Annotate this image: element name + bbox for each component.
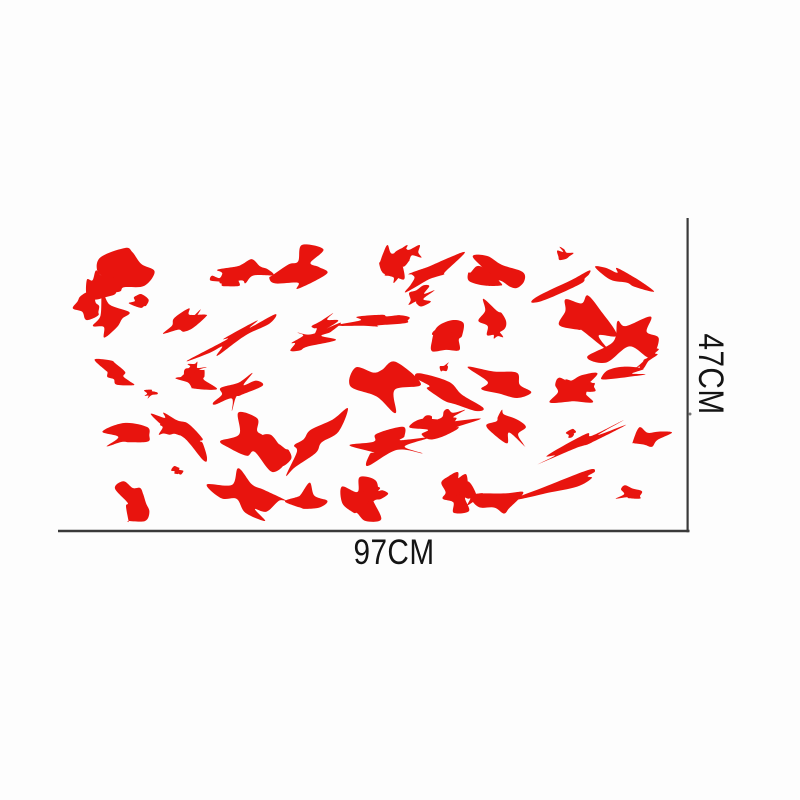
camo-blob <box>158 419 184 436</box>
camo-blob <box>334 314 410 327</box>
camo-blob <box>431 329 454 346</box>
camo-blob <box>556 246 574 261</box>
camo-blob <box>102 422 150 447</box>
camo-blob <box>471 491 524 514</box>
camo-blob <box>206 468 288 522</box>
camo-blob <box>467 265 503 286</box>
width-dimension-label: 97CM <box>353 533 434 572</box>
camo-blob <box>269 244 328 290</box>
camo-blob <box>178 309 201 325</box>
camo-blob <box>601 366 646 380</box>
camo-blob <box>615 485 643 499</box>
camo-blob <box>349 426 429 467</box>
camo-blob <box>632 427 673 447</box>
camo-blob <box>349 361 422 414</box>
camo-blob <box>128 294 149 308</box>
camo-blob <box>143 389 158 399</box>
camo-blob <box>414 373 484 412</box>
camo-blob <box>171 466 184 475</box>
camo-blob <box>212 372 264 411</box>
camo-blob <box>408 284 435 307</box>
camo-blob <box>361 486 389 507</box>
height-dimension-label: 47CM <box>691 333 730 414</box>
camo-blob <box>565 428 577 438</box>
camo-blob <box>467 366 532 399</box>
camo-blob <box>290 322 342 352</box>
camo-blob <box>94 358 135 386</box>
camo-blob <box>311 313 339 337</box>
camo-blob <box>508 469 595 502</box>
camo-blob <box>114 481 150 523</box>
camo-blob <box>537 420 627 465</box>
camo-blob <box>587 316 659 364</box>
camo-blob <box>179 361 207 380</box>
camo-blob <box>384 265 405 284</box>
camo-blob <box>439 362 449 372</box>
camo-blob <box>286 408 349 477</box>
camo-blob <box>558 295 617 352</box>
camo-blob <box>419 415 437 429</box>
camo-blob <box>72 289 100 321</box>
camo-blob <box>486 409 526 448</box>
camo-blob <box>595 266 655 292</box>
camo-blob <box>478 298 507 336</box>
camo-blob <box>92 290 130 338</box>
camo-blob <box>576 381 596 392</box>
camo-blob <box>259 434 292 467</box>
camo-blob <box>404 251 465 293</box>
camo-blob <box>209 271 240 287</box>
camo-blob <box>633 348 659 371</box>
camo-blob <box>531 270 591 303</box>
camo-blob <box>150 412 208 462</box>
camo-blob <box>284 482 328 509</box>
camo-blob <box>487 327 504 339</box>
camo-blob <box>472 254 526 289</box>
stray-mark <box>688 412 692 416</box>
camo-blob <box>458 490 495 506</box>
camo-blob <box>186 314 277 362</box>
camo-pattern <box>72 244 673 523</box>
camo-blob <box>394 244 422 267</box>
